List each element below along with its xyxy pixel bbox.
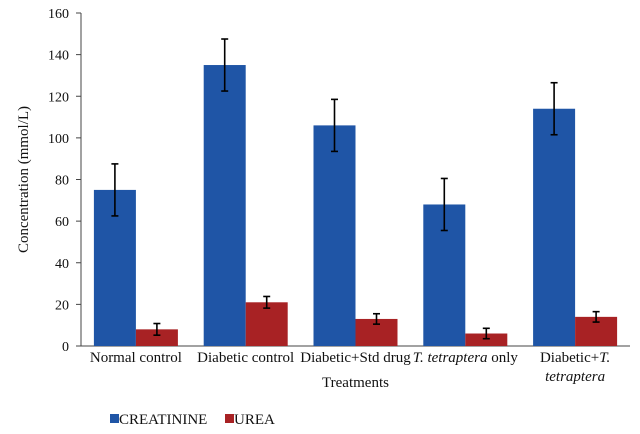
x-axis-title: Treatments xyxy=(322,375,389,391)
y-tick-label: 0 xyxy=(62,340,69,355)
legend-label-urea: UREA xyxy=(234,412,275,428)
x-category-label-part: only xyxy=(487,350,518,366)
legend-swatch-creatinine xyxy=(110,414,119,423)
y-tick-label: 120 xyxy=(48,90,69,105)
x-category-labels: Normal control Diabetic control Diabetic+S… xyxy=(90,350,610,385)
bar-creatinine-4 xyxy=(533,108,576,346)
x-category-label-part: Normal control xyxy=(90,350,182,366)
x-category-label-part: Diabetic+ xyxy=(540,350,599,366)
bars xyxy=(93,65,618,346)
legend-label-creatinine: CREATININE xyxy=(119,412,207,428)
x-category-label: Diabetic control xyxy=(197,350,294,366)
y-tick-label: 60 xyxy=(55,215,69,230)
legend: CREATININE UREA xyxy=(110,412,275,428)
x-category-label-part: T. tetraptera xyxy=(413,350,488,366)
x-category-label-part: Diabetic control xyxy=(197,350,294,366)
y-tick-label: 140 xyxy=(48,49,69,64)
x-category-label: Diabetic+Std drug xyxy=(300,350,411,366)
y-tick-label: 80 xyxy=(55,174,69,189)
x-category-label: Diabetic+T. xyxy=(540,350,610,366)
bar-urea-1 xyxy=(245,302,288,346)
bar-creatinine-1 xyxy=(203,65,246,346)
y-ticks: 0 20 40 60 80 100 120 140 160 xyxy=(48,7,81,355)
bar-urea-3 xyxy=(465,333,508,346)
x-category-label-part: T. xyxy=(599,350,610,366)
x-category-label: T. tetraptera only xyxy=(413,350,519,366)
bar-creatinine-2 xyxy=(313,125,356,346)
y-tick-label: 20 xyxy=(55,298,69,313)
x-category-label: Normal control xyxy=(90,350,182,366)
x-category-label: tetraptera xyxy=(545,369,605,385)
y-tick-label: 160 xyxy=(48,7,69,22)
x-category-label-part: tetraptera xyxy=(545,369,605,385)
y-tick-label: 100 xyxy=(48,132,69,147)
bar-urea-0 xyxy=(135,329,178,346)
error-bars xyxy=(111,38,600,340)
y-tick-label: 40 xyxy=(55,257,69,272)
legend-swatch-urea xyxy=(225,414,234,423)
x-category-label-part: Diabetic+Std drug xyxy=(300,350,411,366)
y-axis-title: Concentration (mmol/L) xyxy=(16,106,32,253)
